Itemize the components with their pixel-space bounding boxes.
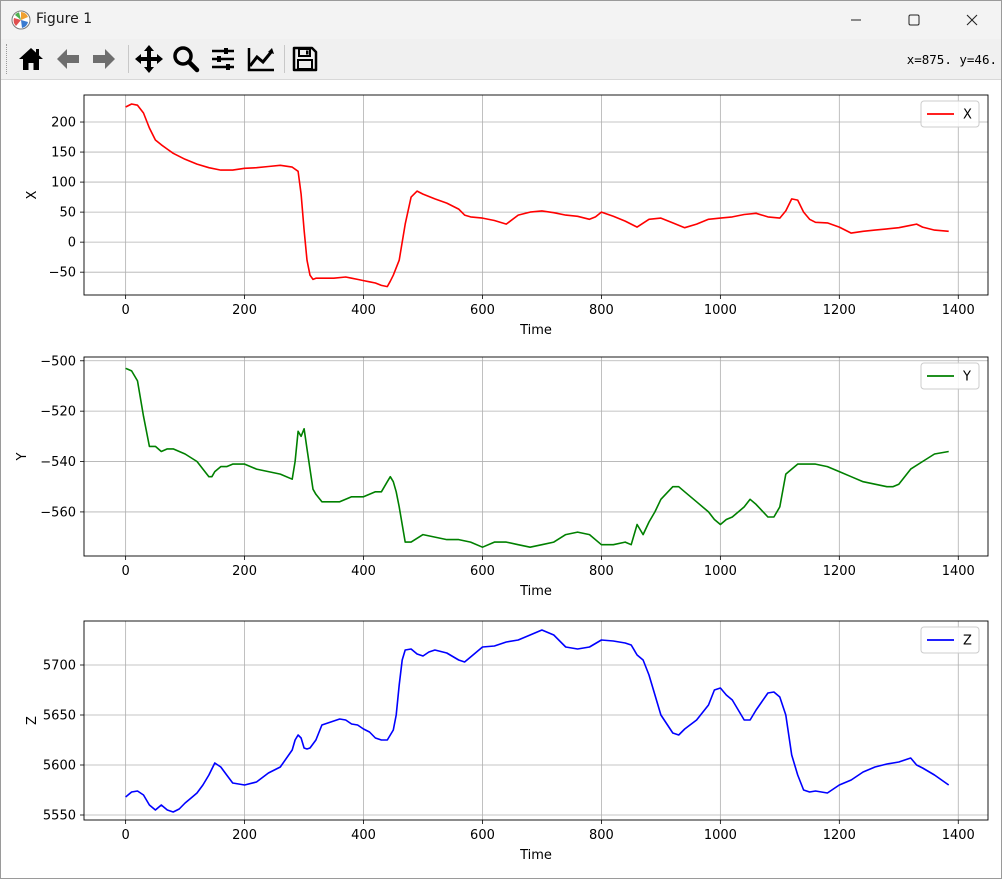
maximize-button[interactable] bbox=[885, 1, 943, 39]
zoom-button[interactable] bbox=[170, 43, 202, 75]
axes-x-ytick-label: 200 bbox=[51, 116, 76, 131]
axes-x-ylabel: X bbox=[25, 190, 40, 199]
back-button[interactable] bbox=[52, 43, 84, 75]
axes-x-background[interactable] bbox=[84, 95, 988, 295]
axes-z-frame bbox=[83, 620, 989, 821]
axes-y-xlabel: Time bbox=[519, 584, 552, 599]
axes-z-ytick-label: 5650 bbox=[43, 709, 76, 724]
title-bar[interactable]: Figure 1 bbox=[1, 1, 1001, 39]
axes-x-ytick-label: 50 bbox=[59, 206, 76, 221]
axes-y-ytick-label: −560 bbox=[40, 505, 76, 520]
back-arrow-icon bbox=[57, 49, 79, 69]
axes-x-xtick-label: 0 bbox=[121, 303, 129, 318]
maximize-icon bbox=[908, 14, 920, 26]
axes-x-xtick-label: 600 bbox=[470, 303, 495, 318]
home-button[interactable] bbox=[15, 43, 47, 75]
axes-y-xtick-label: 800 bbox=[589, 564, 614, 579]
axes-x-ytick-label: 0 bbox=[68, 236, 76, 251]
axes-z-xtick-label: 0 bbox=[121, 828, 129, 843]
close-button[interactable] bbox=[943, 1, 1001, 39]
axes-y-ylabel: Y bbox=[15, 452, 30, 461]
axes-z-series-line-z bbox=[125, 629, 950, 813]
axes-y-ytick-label: −500 bbox=[40, 354, 76, 369]
axes-x-xtick-label: 400 bbox=[351, 303, 376, 318]
save-floppy-icon bbox=[292, 46, 318, 72]
configure-subplots-icon bbox=[212, 48, 234, 70]
axes-y-background[interactable] bbox=[84, 357, 988, 556]
axes-x-legend-label: X bbox=[963, 108, 972, 123]
figure-svg[interactable]: 0 200 400 600 800 1000 1200 1400−50050100150200… bbox=[1, 80, 1001, 878]
axes-z-ytick-label: 5700 bbox=[43, 659, 76, 674]
axes-z-xtick-label: 1000 bbox=[704, 828, 737, 843]
axes-x-xtick-label: 800 bbox=[589, 303, 614, 318]
axes-y-ytick-label: −540 bbox=[40, 455, 76, 470]
axes-x-xtick-label: 200 bbox=[232, 303, 257, 318]
axes-x-ytick-label: −50 bbox=[49, 266, 76, 281]
axes-z-ylabel: Z bbox=[25, 716, 40, 725]
window-title: Figure 1 bbox=[36, 11, 93, 27]
axes-y-xtick-label: 400 bbox=[351, 564, 376, 579]
minimize-icon bbox=[851, 19, 861, 21]
axes-z-xtick-label: 1400 bbox=[942, 828, 975, 843]
toolbar-separator bbox=[128, 45, 129, 73]
axes-y-legend-label: Y bbox=[962, 370, 971, 385]
edit-axis-button[interactable] bbox=[245, 43, 277, 75]
axes-y-xtick-label: 200 bbox=[232, 564, 257, 579]
configure-subplots-button[interactable] bbox=[207, 43, 239, 75]
axes-x-xlabel: Time bbox=[519, 323, 552, 338]
toolbar-separator bbox=[284, 45, 285, 73]
axes-z-xtick-label: 400 bbox=[351, 828, 376, 843]
matplotlib-app-icon bbox=[11, 10, 31, 30]
axes-y-ytick-label: −520 bbox=[40, 405, 76, 420]
pan-button[interactable] bbox=[133, 43, 165, 75]
axes-y-frame bbox=[83, 356, 989, 557]
zoom-magnifier-icon bbox=[173, 46, 200, 73]
minimize-button[interactable] bbox=[827, 1, 885, 39]
axes-z-xlabel: Time bbox=[519, 848, 552, 863]
forward-button[interactable] bbox=[88, 43, 120, 75]
axes-x-xtick-label: 1400 bbox=[942, 303, 975, 318]
axes-x-ytick-label: 100 bbox=[51, 176, 76, 191]
axes-x-xtick-label: 1200 bbox=[823, 303, 856, 318]
axes-y-xtick-label: 1200 bbox=[823, 564, 856, 579]
navigation-toolbar: x=875. y=46. bbox=[1, 39, 1001, 80]
axes-z-xtick-label: 800 bbox=[589, 828, 614, 843]
axes-z-background[interactable] bbox=[84, 621, 988, 820]
axes-x-frame bbox=[83, 94, 989, 296]
axes-z-xtick-label: 200 bbox=[232, 828, 257, 843]
axes-x-ytick-label: 150 bbox=[51, 146, 76, 161]
axes-x-series-line-x bbox=[125, 103, 949, 288]
axes-z-legend-label: Z bbox=[963, 634, 972, 649]
axes-z-xtick-label: 600 bbox=[470, 828, 495, 843]
pan-move-icon bbox=[135, 45, 163, 73]
axes-y-xtick-label: 1400 bbox=[942, 564, 975, 579]
cursor-coordinates: x=875. y=46. bbox=[906, 52, 997, 67]
axes-y-xtick-label: 600 bbox=[470, 564, 495, 579]
axes-z-ytick-label: 5550 bbox=[43, 809, 76, 824]
home-icon bbox=[19, 48, 43, 70]
figure-canvas[interactable]: 0 200 400 600 800 1000 1200 1400 −50 0 50 100 150 200… bbox=[1, 80, 1001, 878]
axes-x-xtick-label: 1000 bbox=[704, 303, 737, 318]
axes-z-ytick-label: 5600 bbox=[43, 759, 76, 774]
close-icon bbox=[966, 14, 978, 26]
toolbar-grip[interactable] bbox=[6, 44, 9, 74]
axes-z-xtick-label: 1200 bbox=[823, 828, 856, 843]
edit-axis-icon bbox=[247, 48, 274, 72]
forward-arrow-icon bbox=[93, 49, 115, 69]
save-button[interactable] bbox=[289, 43, 321, 75]
axes-y-series-line-y bbox=[125, 367, 949, 549]
axes-y-xtick-label: 0 bbox=[121, 564, 129, 579]
axes-y-xtick-label: 1000 bbox=[704, 564, 737, 579]
